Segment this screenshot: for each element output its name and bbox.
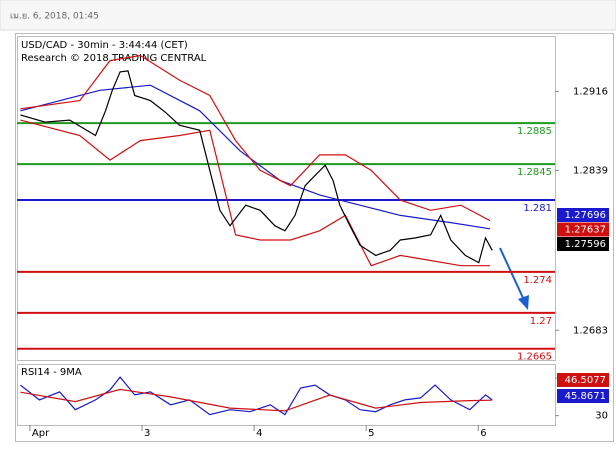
x-tick-label: 3 [144, 428, 150, 439]
chart-title: USD/CAD - 30min - 3:44:44 (CET) [21, 40, 188, 51]
badge-label: 45.8671 [565, 391, 606, 402]
x-tick-label: 5 [368, 428, 374, 439]
value-badge [557, 389, 609, 403]
chart-subtitle: Research © 2018 TRADING CENTRAL [21, 53, 207, 64]
x-tick-label: 6 [480, 428, 486, 439]
level-label: 1.27 [530, 316, 552, 327]
frame [15, 33, 614, 442]
badge-label: 1.27637 [565, 225, 606, 236]
badge-label: 1.27596 [565, 239, 606, 250]
level-label: 1.2665 [517, 352, 552, 363]
price-panel [17, 36, 556, 361]
y-tick-label: 30 [595, 411, 608, 422]
value-badge [557, 237, 609, 251]
badge-label: 46.5077 [565, 375, 606, 386]
value-badge [557, 373, 609, 387]
value-badge [557, 208, 609, 222]
rsi-panel [17, 364, 556, 426]
rsi-title: RSI14 - 9MA [21, 367, 82, 378]
forecast-arrow [499, 247, 525, 301]
level-label: 1.2885 [517, 126, 552, 137]
series-line [20, 70, 493, 264]
value-badge [557, 222, 609, 237]
y-tick-label: 1.2683 [573, 325, 608, 336]
series-line [20, 54, 491, 222]
badge-label: 1.27696 [565, 210, 606, 221]
level-label: 1.274 [523, 275, 552, 286]
y-tick-label: 1.2839 [573, 165, 608, 176]
y-tick-label: 1.2916 [573, 86, 608, 97]
x-tick-label: Apr [32, 428, 50, 439]
series-line [20, 119, 490, 267]
arrow-head [518, 295, 529, 310]
level-label: 1.281 [523, 203, 552, 214]
timestamp: เม.ย. 6, 2018, 01:45 [10, 12, 99, 22]
series-line [20, 388, 493, 412]
x-tick-label: 4 [256, 428, 262, 439]
level-label: 1.2845 [517, 167, 552, 178]
series-line [20, 376, 493, 416]
top-bar [0, 0, 616, 31]
